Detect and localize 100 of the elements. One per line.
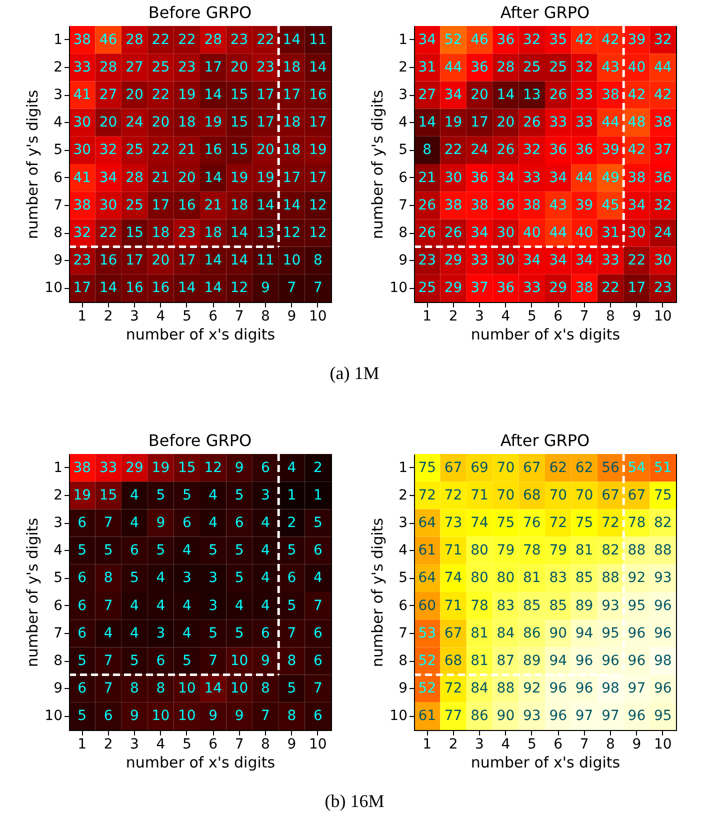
- y-tick-label: 3: [398, 87, 407, 103]
- y-tick-label: 2: [398, 487, 407, 504]
- data-label: 82: [601, 542, 619, 559]
- x-axis-title: number of x's digits: [470, 754, 620, 772]
- data-label: 36: [574, 142, 593, 158]
- data-label: 30: [73, 142, 92, 158]
- data-label: 4: [182, 542, 192, 559]
- data-label: 26: [418, 197, 436, 214]
- data-label: 74: [470, 515, 488, 531]
- data-label: 9: [156, 515, 166, 531]
- data-label: 46: [470, 32, 488, 48]
- data-label: 30: [653, 252, 672, 269]
- data-label: 61: [418, 708, 436, 724]
- data-label: 6: [182, 515, 192, 531]
- data-label: 14: [204, 252, 222, 269]
- data-label: 15: [99, 487, 118, 504]
- data-label: 60: [418, 598, 436, 614]
- data-label: 36: [470, 59, 488, 76]
- data-label: 12: [282, 225, 301, 241]
- data-label: 34: [522, 252, 540, 269]
- data-label: 14: [178, 280, 196, 296]
- x-tick-label: 3: [130, 736, 139, 752]
- y-tick-label: 3: [398, 515, 407, 531]
- data-label: 12: [230, 280, 248, 296]
- y-tick-label: 8: [54, 225, 62, 241]
- y-tick-label: 10: [44, 280, 62, 296]
- y-axis-title: number of y's digits: [368, 518, 386, 668]
- data-label: 64: [418, 570, 436, 586]
- data-label: 52: [418, 653, 436, 669]
- data-label: 17: [627, 280, 646, 296]
- data-label: 22: [178, 32, 196, 48]
- chart-title: Before GRPO: [148, 2, 252, 22]
- x-tick-label: 1: [422, 308, 432, 324]
- data-label: 30: [444, 170, 462, 186]
- data-label: 22: [627, 252, 646, 269]
- y-tick-label: 6: [398, 598, 408, 614]
- data-label: 33: [522, 170, 540, 186]
- data-label: 75: [418, 460, 436, 476]
- y-tick-label: 1: [54, 460, 62, 476]
- data-label: 17: [282, 170, 301, 186]
- data-label: 34: [418, 32, 436, 48]
- data-label: 5: [78, 542, 87, 559]
- data-label: 7: [287, 625, 296, 642]
- data-label: 18: [230, 197, 248, 214]
- x-tick-label: 7: [579, 736, 588, 752]
- data-label: 30: [627, 225, 646, 241]
- data-label: 25: [548, 59, 567, 76]
- data-label: 6: [78, 570, 87, 586]
- data-label: 81: [574, 542, 593, 559]
- data-label: 17: [470, 114, 488, 131]
- data-label: 22: [152, 87, 170, 103]
- data-label: 44: [444, 59, 462, 76]
- data-label: 81: [470, 625, 488, 642]
- data-label: 19: [178, 87, 196, 103]
- data-label: 34: [99, 170, 118, 186]
- data-label: 7: [261, 708, 270, 724]
- y-tick-label: 10: [389, 708, 407, 724]
- data-label: 9: [130, 708, 139, 724]
- data-label: 27: [418, 87, 436, 103]
- y-tick-label: 7: [54, 197, 62, 214]
- data-label: 17: [204, 59, 222, 76]
- data-label: 70: [496, 487, 514, 504]
- x-tick-label: 10: [653, 308, 672, 324]
- data-label: 33: [99, 460, 118, 476]
- data-label: 30: [496, 252, 514, 269]
- y-tick-label: 7: [398, 625, 407, 642]
- data-label: 18: [152, 225, 170, 241]
- data-label: 73: [444, 515, 462, 531]
- data-label: 22: [99, 225, 118, 241]
- data-label: 17: [256, 87, 274, 103]
- data-label: 9: [234, 460, 244, 476]
- data-label: 4: [182, 625, 192, 642]
- data-label: 5: [78, 708, 87, 724]
- data-label: 8: [104, 570, 113, 586]
- data-label: 20: [152, 114, 170, 131]
- data-label: 81: [522, 570, 540, 586]
- data-label: 22: [256, 32, 274, 48]
- data-label: 70: [574, 487, 593, 504]
- x-tick-label: 8: [261, 308, 270, 324]
- data-label: 36: [496, 197, 514, 214]
- chart-title: After GRPO: [500, 430, 590, 450]
- data-label: 19: [444, 114, 462, 131]
- data-label: 96: [548, 708, 567, 724]
- data-label: 14: [204, 680, 222, 697]
- x-tick-label: 6: [208, 308, 218, 324]
- data-label: 25: [152, 59, 170, 76]
- data-label: 29: [444, 252, 462, 269]
- x-tick-label: 5: [182, 308, 192, 324]
- data-label: 23: [178, 59, 196, 76]
- x-tick-label: 1: [422, 736, 432, 752]
- data-label: 90: [548, 625, 567, 642]
- y-tick-label: 1: [54, 32, 62, 48]
- data-label: 16: [204, 142, 222, 158]
- data-label: 13: [256, 225, 274, 241]
- data-label: 32: [99, 142, 118, 158]
- data-label: 95: [653, 708, 672, 724]
- data-label: 23: [653, 280, 672, 296]
- data-label: 89: [574, 598, 593, 614]
- data-label: 24: [470, 142, 488, 158]
- data-label: 83: [496, 598, 514, 614]
